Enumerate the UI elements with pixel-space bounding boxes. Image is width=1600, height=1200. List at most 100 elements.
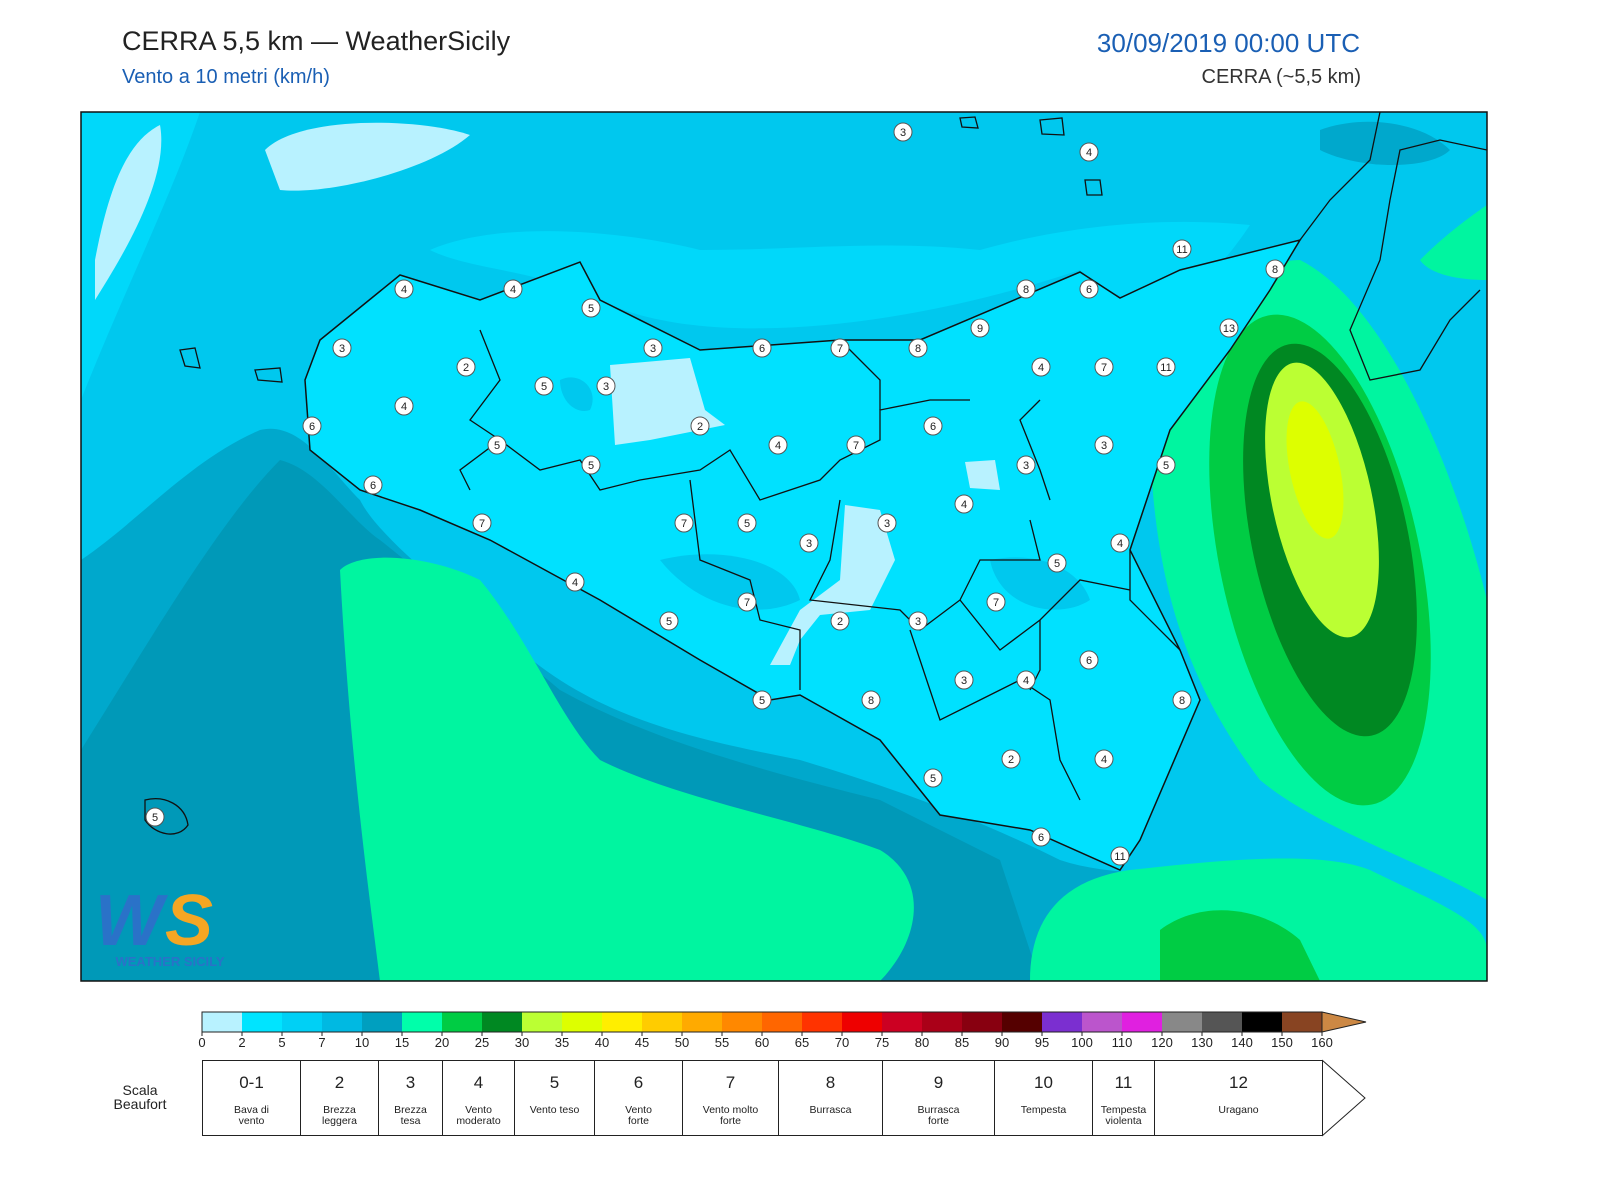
beaufort-name: Brezza leggera — [321, 1104, 358, 1127]
station-marker — [1031, 827, 1051, 847]
beaufort-level: 2 Brezza leggera — [300, 1060, 379, 1136]
station-value: 4 — [961, 499, 967, 511]
station-marker — [363, 475, 383, 495]
colorbar-tick-label: 15 — [395, 1035, 409, 1050]
station-value: 3 — [884, 518, 890, 530]
station-marker — [1265, 259, 1285, 279]
colorbar-segment — [762, 1012, 802, 1032]
colorbar-tick-label: 160 — [1311, 1035, 1333, 1050]
station-value: 5 — [744, 518, 750, 530]
colorbar-tick-label: 45 — [635, 1035, 649, 1050]
station-marker — [1094, 357, 1114, 377]
station-marker — [846, 435, 866, 455]
station-value: 4 — [1023, 675, 1029, 687]
station-marker — [643, 338, 663, 358]
beaufort-level: 6 Vento forte — [594, 1060, 683, 1136]
beaufort-force: 4 — [473, 1073, 484, 1092]
colorbar-segment — [1162, 1012, 1202, 1032]
beaufort-force: 11 — [1114, 1073, 1133, 1092]
beaufort-force: 2 — [334, 1073, 345, 1092]
station-marker — [1156, 455, 1176, 475]
colorbar-tick-label: 7 — [318, 1035, 325, 1050]
colorbar-tick-label: 150 — [1271, 1035, 1293, 1050]
station-value: 6 — [930, 421, 936, 433]
svg-text:S: S — [165, 881, 213, 961]
datetime: 30/09/2019 00:00 UTC — [1096, 28, 1360, 58]
colorbar-segment — [1242, 1012, 1282, 1032]
station-marker — [1094, 749, 1114, 769]
station-value: 4 — [1086, 147, 1092, 159]
station-value: 8 — [915, 343, 921, 355]
station-marker — [1079, 650, 1099, 670]
colorbar-segment — [802, 1012, 842, 1032]
station-value: 11 — [1160, 362, 1171, 374]
beaufort-level: 12 Uragano — [1154, 1060, 1323, 1136]
station-value: 5 — [1054, 558, 1060, 570]
colorbar-segment — [402, 1012, 442, 1032]
station-marker — [923, 416, 943, 436]
station-value: 8 — [868, 695, 874, 707]
station-value: 4 — [401, 401, 407, 413]
station-value: 3 — [900, 127, 906, 139]
colorbar-segment — [562, 1012, 602, 1032]
station-value: 11 — [1114, 851, 1125, 863]
beaufort-force: 0-1 — [239, 1073, 264, 1092]
beaufort-name: Burrasca forte — [917, 1104, 960, 1127]
beaufort-name: Uragano — [1218, 1104, 1259, 1116]
colorbar-segment — [442, 1012, 482, 1032]
beaufort-force: 12 — [1229, 1073, 1248, 1092]
beaufort-force: 6 — [633, 1073, 644, 1092]
colorbar-segment — [882, 1012, 922, 1032]
colorbar-tick-label: 2 — [238, 1035, 245, 1050]
station-value: 7 — [837, 343, 843, 355]
colorbar-segment — [1122, 1012, 1162, 1032]
station-value: 5 — [494, 440, 500, 452]
station-marker — [1047, 553, 1067, 573]
colorbar-segment — [522, 1012, 562, 1032]
station-marker — [534, 376, 554, 396]
station-value: 6 — [759, 343, 765, 355]
station-value: 4 — [775, 440, 781, 452]
station-marker — [799, 533, 819, 553]
station-marker — [1079, 142, 1099, 162]
station-marker — [1094, 435, 1114, 455]
station-marker — [581, 298, 601, 318]
station-marker — [659, 611, 679, 631]
station-value: 7 — [1101, 362, 1107, 374]
station-marker — [1079, 279, 1099, 299]
station-marker — [1001, 749, 1021, 769]
station-value: 7 — [479, 518, 485, 530]
beaufort-force: 5 — [549, 1073, 560, 1092]
beaufort-name: Vento moderato — [456, 1104, 501, 1127]
beaufort-level: 3 Brezza tesa — [378, 1060, 443, 1136]
beaufort-level: 7 Vento molto forte — [682, 1060, 779, 1136]
station-value: 7 — [853, 440, 859, 452]
beaufort-name: Tempesta violenta — [1100, 1104, 1147, 1127]
station-marker — [752, 338, 772, 358]
colorbar-segment — [1042, 1012, 1082, 1032]
colorbar-segment — [722, 1012, 762, 1032]
station-marker — [503, 279, 523, 299]
colorbar-segment — [1202, 1012, 1242, 1032]
station-value: 4 — [1101, 754, 1107, 766]
station-value: 7 — [744, 597, 750, 609]
colorbar-segment — [322, 1012, 362, 1032]
beaufort-level: 10 Tempesta — [994, 1060, 1093, 1136]
colorbar-tick-label: 75 — [875, 1035, 889, 1050]
beaufort-name: Bava di vento — [233, 1104, 270, 1127]
beaufort-name: Vento teso — [529, 1104, 580, 1116]
logo: W S WEATHER SICILY — [95, 881, 225, 969]
beaufort-level: 4 Vento moderato — [442, 1060, 515, 1136]
beaufort-arrow — [1321, 1059, 1366, 1137]
station-marker — [1016, 279, 1036, 299]
station-value: 9 — [977, 323, 983, 335]
colorbar-tick-label: 40 — [595, 1035, 609, 1050]
station-marker — [1016, 455, 1036, 475]
colorbar-segment — [682, 1012, 722, 1032]
colorbar-segment — [1282, 1012, 1322, 1032]
beaufort-level: 9 Burrasca forte — [882, 1060, 995, 1136]
station-marker — [1219, 318, 1239, 338]
station-value: 5 — [930, 773, 936, 785]
station-marker — [954, 494, 974, 514]
